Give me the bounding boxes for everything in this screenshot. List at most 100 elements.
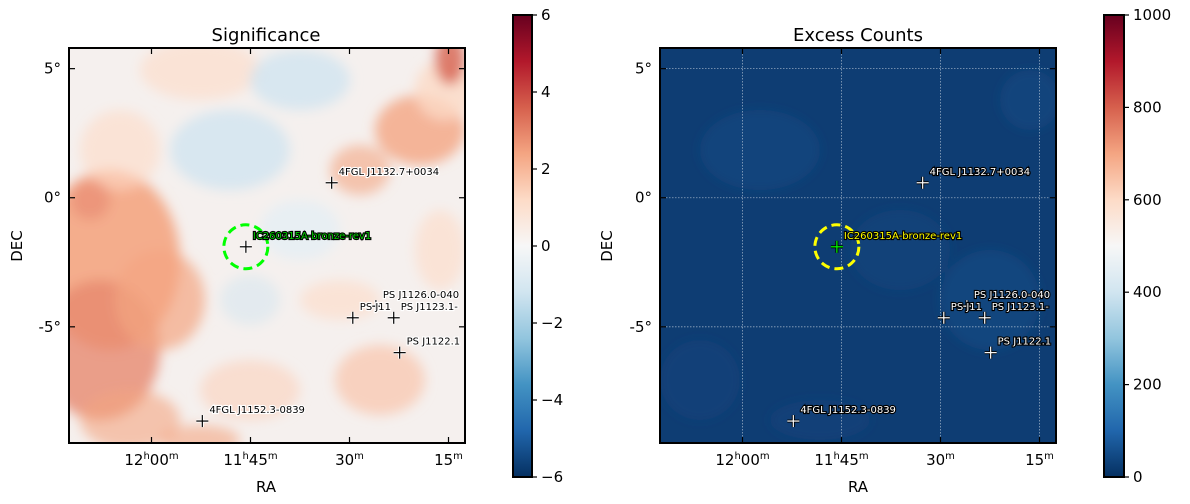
tick-minutes: 30 [926,451,945,469]
excess-counts-colorbar: 1000 800 600 400 200 0 [1103,6,1171,486]
significance-region [80,110,160,190]
tick-m-unit: m [1044,451,1054,462]
source-marker[interactable]: IC260315A-bronze-rev1 [222,223,372,271]
excess-region [940,250,1040,350]
source-marker[interactable]: PS J1122.1 [393,336,461,359]
colorbar-tick-label: −4 [541,391,563,409]
roi-circle [222,223,270,271]
x-tick-label: 11h45m [223,451,277,469]
source-label: 4FGL J1152.3-0839 [209,405,305,416]
colorbar-tick-label: 0 [541,237,551,255]
chart-title: Excess Counts [793,25,923,46]
tick-minutes: 15 [434,451,453,469]
source-label: 4FGL J1152.3-0839 [800,405,896,416]
tick-minutes: 30 [335,451,354,469]
tick-m-unit: m [354,451,364,462]
tick-m-unit: m [453,451,463,462]
x-axis-label: RA [848,478,869,496]
source-label: 4FGL J1132.7+0034 [339,167,439,178]
x-tick-label: 11h45m [814,451,868,469]
y-tick-label: 5° [635,60,652,78]
excess-region [770,400,870,440]
y-tick-label: -5° [630,318,652,336]
source-marker[interactable]: 4FGL J1152.3-0839 [196,404,306,428]
colorbar-tick-label: 6 [541,6,551,24]
source-marker[interactable]: IC260315A-bronze-rev1 [813,223,963,271]
source-marker[interactable]: PS J1123.1- [978,301,1050,324]
source-label: PS J1123.1- [401,302,458,313]
plot-frame [659,47,1057,444]
source-marker[interactable]: 4FGL J1132.7+0034 [916,166,1031,189]
source-label: PS J1126.0-040 [974,290,1050,301]
source-label: PS J1122.1 [407,337,461,348]
source-label: PS J1123.1- [992,302,1049,313]
source-marker[interactable]: PS J1126.0-040 [960,289,1051,313]
source-label: IC260315A-bronze-rev1 [253,231,371,242]
significance-region [160,425,240,443]
excess-counts-map [660,48,1056,443]
x-tick-label: 30m [926,451,955,469]
roi-circle [813,223,861,271]
significance-region [70,180,110,220]
chart-title: Significance [212,25,321,46]
colorbar-tick-label: 4 [541,83,551,101]
tick-m-unit: m [169,451,179,462]
tick-h-unit: h [242,451,248,462]
significance-region [435,48,465,85]
source-label: PS J11 [360,302,391,313]
tick-hours: 11 [814,451,833,469]
y-axis-label: DEC [598,230,616,262]
colorbar-gradient [512,14,533,478]
colorbar-tick-label: 800 [1133,98,1162,116]
source-label: 4FGL J1132.7+0034 [930,167,1030,178]
x-tick-label: 12h00m [715,451,769,469]
plot-frame [68,47,466,444]
significance-region [115,250,205,350]
significance-region [140,48,260,100]
significance-region [80,390,180,443]
colorbar-gradient [1103,14,1125,478]
significance-region [220,275,280,325]
source-marker[interactable]: PS J1122.1 [984,336,1052,359]
source-marker[interactable]: PS J1126.0-040 [369,289,460,313]
significance-colorbar: 6 4 2 0 −2 −4 −6 [512,6,563,486]
tick-hours: 12 [715,451,734,469]
source-marker[interactable]: PS J1123.1- [387,301,459,324]
excess-region [1000,70,1056,130]
y-tick-label: 5° [44,60,61,78]
x-tick-label: 12h00m [124,451,178,469]
colorbar-tick-label: 1000 [1133,6,1171,24]
colorbar-tick-label: 200 [1133,376,1162,394]
significance-region [250,50,350,110]
colorbar-tick-label: −6 [541,468,563,486]
significance-map [69,48,465,443]
excess-region [700,110,820,190]
significance-region [335,345,425,415]
colorbar-tick-label: 2 [541,160,551,178]
y-axis-label: DEC [8,230,26,262]
coordinate-grid [660,48,1056,443]
colorbar-tick-label: 400 [1133,283,1162,301]
tick-m-unit: m [945,451,955,462]
source-marker[interactable]: 4FGL J1132.7+0034 [325,166,440,189]
tick-h-unit: h [833,451,839,462]
tick-minutes: 15 [1025,451,1044,469]
significance-panel: Significance 4FGL J1132.7+0034 IC260315A-… [8,25,466,496]
tick-hours: 11 [223,451,242,469]
source-marker[interactable]: PS J11 [346,301,392,324]
tick-h-unit: h [734,451,740,462]
tick-m-unit: m [268,451,278,462]
significance-region [200,360,300,420]
excess-counts-panel: Excess Counts 4FGL J1132.7+0034 IC260315A… [598,25,1057,496]
significance-region [300,280,380,320]
tick-m-unit: m [859,451,869,462]
source-label: PS J1122.1 [998,337,1051,348]
source-marker[interactable]: 4FGL J1152.3-0839 [787,404,897,428]
excess-region [850,210,950,290]
source-marker[interactable]: PS J11 [937,301,983,324]
tick-hours: 12 [124,451,143,469]
excess-region [660,340,740,420]
significance-region [415,210,465,290]
colorbar-tick-label: 0 [1133,468,1143,486]
